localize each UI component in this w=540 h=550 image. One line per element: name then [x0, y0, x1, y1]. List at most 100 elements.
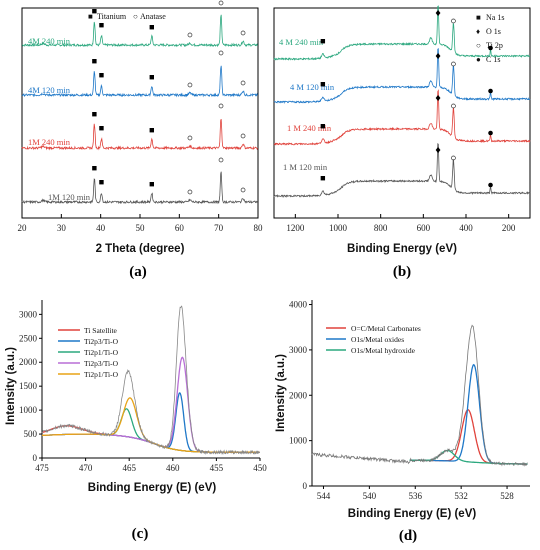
chart-d: Binding Energy (E) (eV) Intensity (a.u.)…: [275, 300, 530, 544]
titanium-peak-marker-a: [149, 25, 154, 30]
x-tick-label-a: 30: [57, 223, 67, 233]
fit-component-line-d: [409, 363, 528, 465]
titanium-peak-marker-a: [92, 166, 97, 171]
series-label-b: 1 M 120 min: [283, 162, 328, 172]
anatase-peak-marker-a: [218, 157, 224, 163]
x-tick-label-a: 60: [175, 223, 185, 233]
legend-marker-b: ○: [476, 41, 481, 50]
plot-frame-b: [273, 7, 531, 219]
o1s-peak-marker-b: [435, 147, 441, 153]
anatase-peak-marker-a: [187, 135, 193, 141]
legend-entry-a: Titanium: [97, 12, 127, 21]
legend-entry-d: O1s/Metal hydroxide: [351, 346, 416, 355]
fit-component-line-d: [409, 409, 528, 465]
legend-marker-a: ■: [88, 12, 93, 21]
x-tick-label-b: 400: [459, 223, 473, 233]
y-tick-label-c: 500: [24, 429, 38, 439]
series-line-a: [21, 119, 258, 151]
titanium-peak-marker-a: [149, 182, 154, 187]
titanium-peak-marker-a: [92, 112, 97, 117]
ti2p-peak-marker-b: [451, 61, 456, 67]
anatase-peak-marker-a: [187, 32, 193, 38]
anatase-peak-marker-a: [218, 0, 224, 6]
x-tick-label-b: 1200: [286, 223, 305, 233]
x-axis-label-c: Binding Energy (E) (eV): [88, 482, 217, 494]
legend-entry-c: Ti Satellite: [84, 326, 118, 335]
x-tick-label-a: 50: [136, 223, 146, 233]
fit-component-line-c: [41, 397, 260, 453]
titanium-peak-marker-a: [92, 59, 97, 64]
x-tick-label-b: 800: [374, 223, 388, 233]
na1s-peak-marker-b: [320, 124, 326, 129]
na1s-peak-marker-b: [320, 39, 326, 44]
anatase-peak-marker-a: [240, 80, 246, 86]
panel-label-c: (c): [132, 526, 149, 542]
y-tick-label-c: 0: [33, 453, 38, 463]
legend-marker-b: ●: [476, 55, 481, 64]
o1s-peak-marker-b: [435, 10, 441, 16]
legend-entry-b: Na 1s: [486, 13, 504, 22]
fit-component-line-c: [41, 356, 260, 453]
titanium-peak-marker-a: [92, 9, 97, 14]
x-tick-label-d: 536: [409, 491, 423, 501]
y-tick-label-c: 2000: [19, 357, 38, 367]
series-label-b: 4 M 120 min: [290, 82, 335, 92]
series-line-a: [21, 65, 258, 98]
series-line-a: [21, 171, 258, 205]
series-label-b: 4 M 240 min: [279, 37, 324, 47]
x-tick-label-b: 600: [417, 223, 431, 233]
panel-label-d: (d): [399, 528, 417, 544]
anatase-peak-marker-a: [218, 50, 224, 56]
x-tick-label-c: 465: [122, 463, 136, 473]
titanium-peak-marker-a: [99, 23, 104, 28]
legend-marker-b: ■: [476, 13, 481, 22]
panel-label-a: (a): [129, 264, 147, 280]
y-tick-label-c: 2500: [19, 333, 38, 343]
na1s-peak-marker-b: [320, 82, 326, 87]
legend-entry-c: Ti2p3/Ti-O: [84, 337, 119, 346]
anatase-peak-marker-a: [187, 189, 193, 195]
fit-component-line-c: [41, 408, 260, 453]
c1s-peak-marker-b: [488, 88, 493, 94]
x-tick-label-d: 544: [317, 491, 331, 501]
y-tick-label-d: 1000: [289, 436, 308, 446]
series-label-a: 1M 240 min: [28, 137, 71, 147]
series-line-b: [273, 142, 531, 199]
titanium-peak-marker-a: [149, 75, 154, 80]
x-tick-label-b: 1000: [329, 223, 348, 233]
fit-component-line-d: [409, 449, 528, 465]
x-tick-label-a: 80: [254, 223, 264, 233]
legend-marker-a: ○: [133, 12, 138, 21]
x-tick-label-a: 40: [96, 223, 106, 233]
chart-b: Binding Energy (eV) (b) 1200 1000 800 600 40…: [273, 5, 531, 280]
o1s-peak-marker-b: [435, 95, 441, 101]
anatase-peak-marker-a: [240, 30, 246, 36]
c1s-peak-marker-b: [488, 130, 493, 136]
anatase-peak-marker-a: [240, 133, 246, 139]
y-tick-label-c: 1000: [19, 405, 38, 415]
anatase-peak-marker-a: [218, 103, 224, 109]
x-tick-label-d: 540: [363, 491, 377, 501]
y-tick-label-c: 1500: [19, 381, 38, 391]
x-tick-label-c: 450: [253, 463, 267, 473]
x-tick-label-a: 70: [214, 223, 224, 233]
o1s-peak-marker-b: [435, 53, 441, 59]
ti2p-peak-marker-b: [451, 155, 456, 161]
legend-entry-b: O 1s: [486, 27, 501, 36]
c1s-peak-marker-b: [488, 182, 493, 188]
ti2p-peak-marker-b: [451, 18, 456, 24]
titanium-peak-marker-a: [99, 73, 104, 78]
c1s-peak-marker-b: [488, 45, 493, 51]
legend-entry-c: Ti2p1/Ti-O: [84, 370, 119, 379]
titanium-peak-marker-a: [149, 128, 154, 133]
y-axis-label-d: Intensity (a.u.): [275, 354, 287, 432]
legend-entry-a: Anatase: [140, 12, 166, 21]
legend-entry-b: C 1s: [486, 55, 500, 64]
titanium-peak-marker-a: [99, 180, 104, 185]
y-tick-label-d: 2000: [289, 390, 308, 400]
legend-marker-b: ♦: [476, 27, 480, 36]
x-axis-label-b: Binding Energy (eV): [347, 243, 457, 255]
x-axis-label-a: 2 Theta (degree): [96, 243, 185, 255]
x-tick-label-a: 20: [18, 223, 28, 233]
